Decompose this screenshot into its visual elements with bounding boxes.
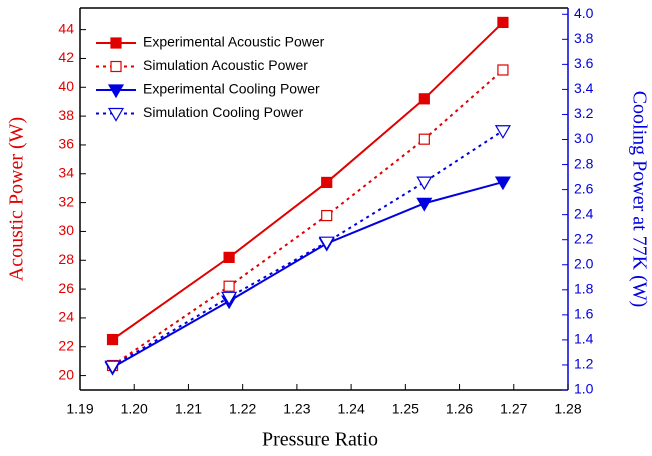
- y2-tick-label: 2.8: [574, 155, 594, 171]
- y-tick-label: 26: [58, 280, 74, 296]
- legend-marker: [110, 60, 122, 73]
- marker: [223, 251, 235, 263]
- y2-tick-label: 2.4: [574, 205, 594, 221]
- marker: [106, 333, 119, 346]
- marker: [418, 93, 430, 105]
- marker: [104, 360, 121, 375]
- marker: [416, 176, 433, 191]
- marker: [321, 176, 333, 189]
- x-tick-label: 1.22: [229, 401, 256, 417]
- y-tick-label: 38: [58, 107, 74, 123]
- y-tick-label: 42: [58, 49, 74, 65]
- x-tick-label: 1.25: [392, 401, 419, 417]
- y-tick-label: 36: [58, 136, 74, 152]
- marker: [221, 291, 238, 306]
- legend-label: Simulation Acoustic Power: [143, 57, 308, 73]
- y2-tick-label: 2.6: [574, 180, 594, 196]
- y2-tick-label: 3.8: [574, 30, 594, 46]
- y-tick-label: 20: [58, 366, 74, 382]
- y-tick-label: 24: [58, 309, 74, 325]
- y-tick-label: 30: [58, 222, 74, 238]
- marker: [494, 176, 511, 191]
- marker: [321, 209, 333, 222]
- y2-tick-label: 1.4: [574, 331, 594, 347]
- y2-tick-label: 1.8: [574, 281, 594, 297]
- y-axis-label: Acoustic Power (W): [6, 117, 28, 281]
- y2-tick-label: 3.2: [574, 105, 594, 121]
- y2-tick-label: 3.4: [574, 80, 594, 96]
- x-tick-label: 1.28: [554, 401, 581, 417]
- y-tick-label: 44: [58, 20, 74, 36]
- y-tick-label: 32: [58, 193, 74, 209]
- x-tick-label: 1.27: [500, 401, 527, 417]
- legend-label: Simulation Cooling Power: [143, 104, 304, 120]
- y2-tick-label: 3.6: [574, 55, 594, 71]
- marker: [223, 280, 235, 292]
- series-line: [112, 129, 504, 368]
- y2-tick-label: 1.2: [574, 356, 594, 372]
- legend-marker: [107, 107, 125, 122]
- y2-tick-label: 2.0: [574, 255, 594, 271]
- marker: [497, 16, 509, 29]
- marker: [318, 236, 335, 251]
- marker: [418, 133, 430, 145]
- x-tick-label: 1.24: [337, 401, 364, 417]
- series-line: [112, 181, 504, 369]
- y-tick-label: 40: [58, 78, 74, 94]
- x-tick-label: 1.26: [446, 401, 473, 417]
- marker: [494, 125, 511, 139]
- x-axis-label: Pressure Ratio: [262, 429, 378, 451]
- marker: [497, 64, 509, 76]
- x-tick-label: 1.21: [175, 401, 202, 417]
- y2-tick-label: 4.0: [574, 5, 594, 21]
- y2-axis-label: Cooling Power at 77K (W): [628, 91, 650, 308]
- y2-tick-label: 3.0: [574, 130, 594, 146]
- y2-tick-label: 1.6: [574, 306, 594, 322]
- x-tick-label: 1.20: [121, 401, 148, 417]
- legend-label: Experimental Cooling Power: [143, 81, 320, 97]
- y-tick-label: 34: [58, 164, 74, 180]
- x-tick-label: 1.19: [66, 401, 93, 417]
- y2-tick-label: 1.0: [574, 381, 594, 397]
- legend-marker: [110, 37, 122, 49]
- y-tick-label: 22: [58, 337, 74, 353]
- legend-label: Experimental Acoustic Power: [143, 34, 325, 50]
- y-tick-label: 28: [58, 251, 74, 267]
- marker: [416, 197, 433, 212]
- legend-marker: [107, 84, 125, 99]
- y2-tick-label: 2.2: [574, 230, 594, 246]
- x-tick-label: 1.23: [283, 401, 310, 417]
